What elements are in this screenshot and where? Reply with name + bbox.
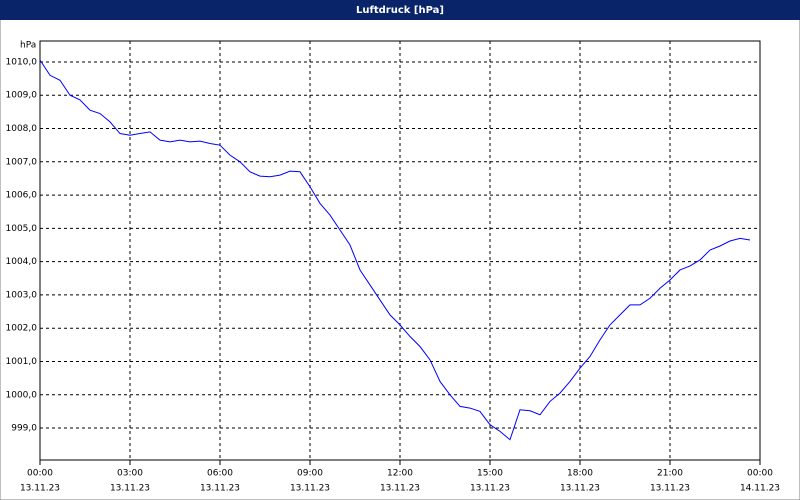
x-tick-label: 15:00 xyxy=(477,469,503,479)
x-tick-label: 06:00 xyxy=(207,469,233,479)
x-tick-label: 12:00 xyxy=(387,469,413,479)
x-tick-label: 00:00 xyxy=(747,469,773,479)
x-tick-label: 18:00 xyxy=(567,469,593,479)
y-tick-label: 1005,0 xyxy=(6,224,38,234)
y-axis-label: hPa xyxy=(20,41,36,51)
y-tick-label: 1001,0 xyxy=(6,357,38,367)
x-tick-label: 09:00 xyxy=(297,469,323,479)
x-tick-date: 13.11.23 xyxy=(380,484,420,494)
y-tick-label: 1006,0 xyxy=(6,191,38,201)
y-tick-label: 1007,0 xyxy=(6,157,38,167)
x-tick-date: 13.11.23 xyxy=(470,484,510,494)
x-tick-label: 21:00 xyxy=(657,469,683,479)
x-tick-date: 13.11.23 xyxy=(290,484,330,494)
y-tick-label: 1008,0 xyxy=(6,124,38,134)
x-tick-date: 13.11.23 xyxy=(560,484,600,494)
title-bar xyxy=(0,0,800,20)
y-tick-label: 1009,0 xyxy=(6,91,38,101)
x-tick-date: 13.11.23 xyxy=(110,484,150,494)
line-series xyxy=(39,59,751,441)
x-tick-date: 13.11.23 xyxy=(200,484,240,494)
y-tick-label: 999,0 xyxy=(11,424,37,434)
x-tick-date: 14.11.23 xyxy=(740,484,780,494)
x-tick-label: 03:00 xyxy=(117,469,143,479)
y-tick-label: 1003,0 xyxy=(6,290,38,300)
x-tick-label: 00:00 xyxy=(27,469,53,479)
y-tick-label: 1004,0 xyxy=(6,257,38,267)
y-tick-label: 1002,0 xyxy=(6,324,38,334)
chart-title: Luftdruck [hPa] xyxy=(356,5,444,16)
x-tick-date: 13.11.23 xyxy=(650,484,690,494)
y-tick-label: 1000,0 xyxy=(6,390,38,400)
y-tick-label: 1010,0 xyxy=(6,57,38,67)
x-tick-date: 13.11.23 xyxy=(20,484,60,494)
